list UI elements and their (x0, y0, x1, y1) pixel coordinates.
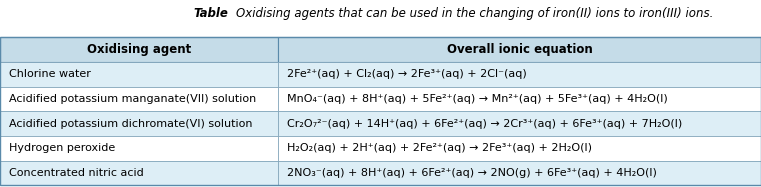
Bar (278, 111, 761, 136)
Bar (278, 62, 761, 87)
Bar (0, 136, 278, 160)
Text: 2NO₃⁻(aq) + 8H⁺(aq) + 6Fe²⁺(aq) → 2NO(g) + 6Fe³⁺(aq) + 4H₂O(l): 2NO₃⁻(aq) + 8H⁺(aq) + 6Fe²⁺(aq) → 2NO(g)… (287, 168, 657, 178)
Text: Overall ionic equation: Overall ionic equation (447, 43, 592, 56)
Text: 2Fe²⁺(aq) + Cl₂(aq) → 2Fe³⁺(aq) + 2Cl⁻(aq): 2Fe²⁺(aq) + Cl₂(aq) → 2Fe³⁺(aq) + 2Cl⁻(a… (287, 69, 527, 79)
Bar (0, 37, 278, 62)
Bar (0, 87, 278, 111)
Text: H₂O₂(aq) + 2H⁺(aq) + 2Fe²⁺(aq) → 2Fe³⁺(aq) + 2H₂O(l): H₂O₂(aq) + 2H⁺(aq) + 2Fe²⁺(aq) → 2Fe³⁺(a… (287, 143, 592, 153)
Bar (278, 160, 761, 185)
Bar (278, 37, 761, 62)
Bar (0, 160, 278, 185)
Text: Acidified potassium manganate(VII) solution: Acidified potassium manganate(VII) solut… (9, 94, 256, 104)
Text: Oxidising agents that can be used in the changing of iron(II) ions to iron(III) : Oxidising agents that can be used in the… (236, 7, 713, 20)
Text: MnO₄⁻(aq) + 8H⁺(aq) + 5Fe²⁺(aq) → Mn²⁺(aq) + 5Fe³⁺(aq) + 4H₂O(l): MnO₄⁻(aq) + 8H⁺(aq) + 5Fe²⁺(aq) → Mn²⁺(a… (287, 94, 667, 104)
Bar (278, 136, 761, 160)
Bar (278, 87, 761, 111)
Text: Table: Table (193, 7, 228, 20)
Text: Concentrated nitric acid: Concentrated nitric acid (9, 168, 144, 178)
Bar (0, 62, 278, 87)
Text: Acidified potassium dichromate(VI) solution: Acidified potassium dichromate(VI) solut… (9, 119, 253, 129)
Text: Cr₂O₇²⁻(aq) + 14H⁺(aq) + 6Fe²⁺(aq) → 2Cr³⁺(aq) + 6Fe³⁺(aq) + 7H₂O(l): Cr₂O₇²⁻(aq) + 14H⁺(aq) + 6Fe²⁺(aq) → 2Cr… (287, 119, 682, 129)
Bar (0, 37, 761, 185)
Text: Oxidising agent: Oxidising agent (87, 43, 191, 56)
Text: Hydrogen peroxide: Hydrogen peroxide (9, 143, 116, 153)
Bar (0, 111, 278, 136)
Text: Chlorine water: Chlorine water (9, 69, 91, 79)
